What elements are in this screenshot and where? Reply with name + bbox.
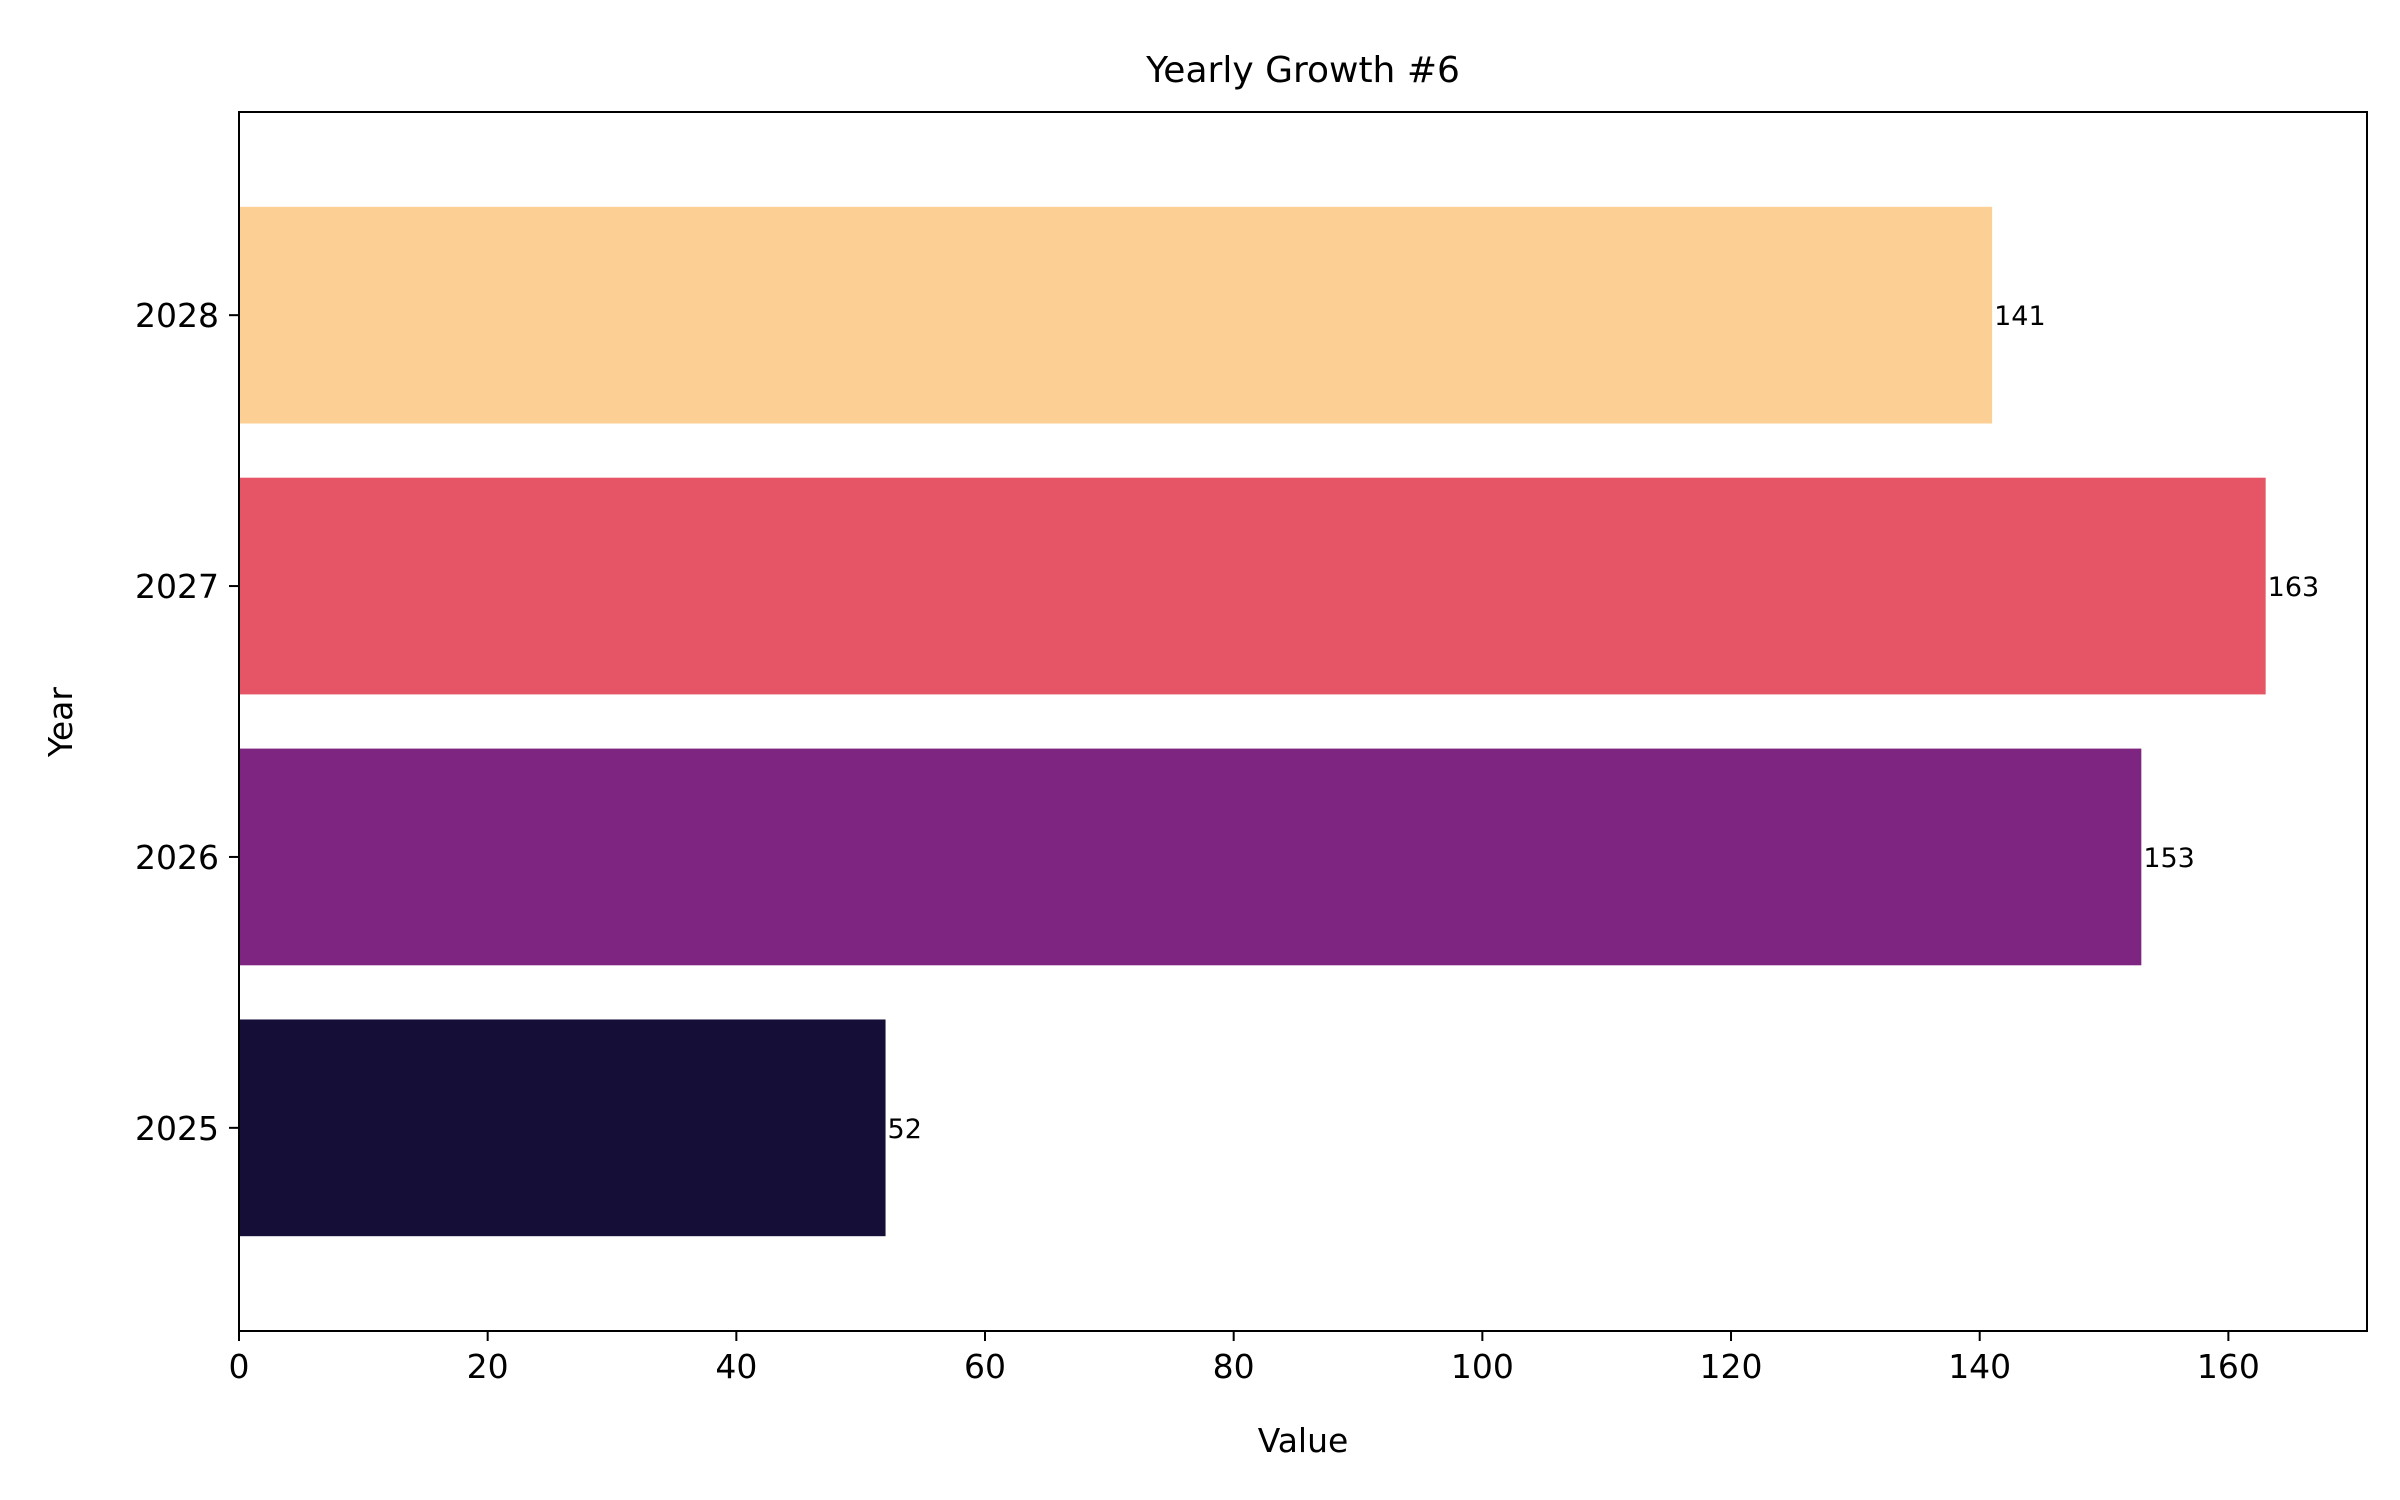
x-tick-label-100: 100	[1451, 1347, 1514, 1386]
y-tick-label-2027: 2027	[135, 567, 219, 606]
x-tick-label-20: 20	[467, 1347, 509, 1386]
plot-frame	[238, 111, 2368, 1332]
y-tick-label-2026: 2026	[135, 838, 219, 877]
data-label-2026: 153	[2143, 843, 2195, 874]
bar-2026	[239, 748, 2142, 966]
bar-2027	[239, 477, 2266, 695]
x-tick-label-40: 40	[715, 1347, 757, 1386]
x-axis: 0 20 40 60 80 100 120 140 160	[229, 1331, 2260, 1386]
x-tick-label-0: 0	[229, 1347, 250, 1386]
x-tick-label-160: 160	[2197, 1347, 2260, 1386]
y-tick-label-2025: 2025	[135, 1109, 219, 1148]
x-tick-label-140: 140	[1948, 1347, 2011, 1386]
bars-layer	[239, 206, 2266, 1237]
y-tick-label-2028: 2028	[135, 296, 219, 335]
x-tick-label-80: 80	[1213, 1347, 1255, 1386]
data-label-2027: 163	[2268, 572, 2320, 603]
bar-2025	[239, 1019, 886, 1237]
y-axis: 2025 2026 2027 2028	[135, 296, 239, 1148]
x-tick-label-120: 120	[1700, 1347, 1763, 1386]
data-label-2025: 52	[888, 1114, 922, 1145]
x-axis-label: Value	[1258, 1421, 1349, 1460]
chart-title: Yearly Growth #6	[1145, 50, 1460, 91]
bar-2028	[239, 206, 1993, 424]
y-axis-label: Year	[41, 687, 80, 758]
data-labels-layer: 52 153 163 141	[888, 301, 2320, 1145]
data-label-2028: 141	[1994, 301, 2046, 332]
x-tick-label-60: 60	[964, 1347, 1006, 1386]
